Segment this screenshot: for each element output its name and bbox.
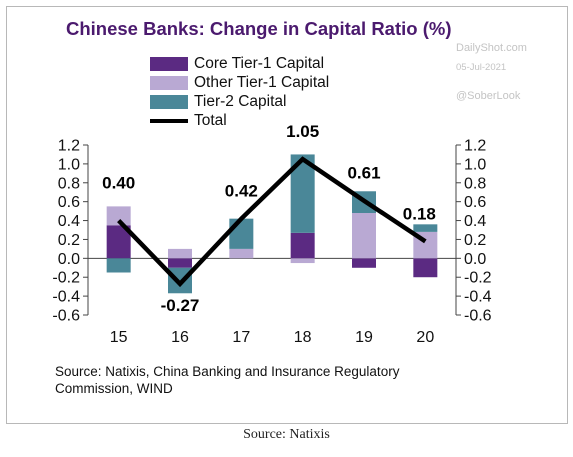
y-tick-label-right: 0.0 <box>464 251 486 268</box>
legend-item-total: Total <box>150 111 329 130</box>
bar-core-tier1 <box>106 225 131 259</box>
total-data-label: -0.27 <box>161 296 200 315</box>
legend-swatch-tier2 <box>150 94 188 109</box>
legend-label-tier2: Tier-2 Capital <box>194 92 287 110</box>
bar-other-tier1 <box>229 248 254 259</box>
y-tick-label-left: -0.6 <box>52 308 80 325</box>
bar-core-tier1 <box>168 258 192 268</box>
y-tick-label-right: 1.0 <box>464 156 486 173</box>
total-data-label: 0.61 <box>347 164 380 183</box>
total-data-label: 0.18 <box>403 204 436 223</box>
y-tick-label-right: 0.6 <box>464 194 486 211</box>
y-tick-label-right: -0.4 <box>464 289 492 306</box>
chart-legend: Core Tier-1 Capital Other Tier-1 Capital… <box>150 54 329 130</box>
y-tick-label-right: 0.8 <box>464 175 486 192</box>
x-tick-label: 16 <box>171 329 189 346</box>
legend-label-total: Total <box>194 111 227 129</box>
watermark-date: 05-Jul-2021 <box>456 62 507 73</box>
bar-other-tier1 <box>352 213 376 259</box>
legend-swatch-core-tier1 <box>150 56 188 71</box>
y-tick-label-left: 1.0 <box>58 156 80 173</box>
bar-core-tier1 <box>352 258 376 268</box>
bar-other-tier1 <box>168 248 192 259</box>
x-tick-label: 17 <box>232 329 250 346</box>
bar-other-tier1 <box>290 258 315 264</box>
y-tick-label-right: -0.6 <box>464 308 492 325</box>
legend-item-other-tier1: Other Tier-1 Capital <box>150 73 329 92</box>
y-tick-label-left: -0.4 <box>52 289 80 306</box>
legend-line-total <box>150 118 188 123</box>
y-tick-label-left: 1.2 <box>58 138 80 155</box>
x-tick-label: 20 <box>416 329 434 346</box>
chart-title: Chinese Banks: Change in Capital Ratio (… <box>66 18 452 39</box>
y-tick-label-left: 0.8 <box>58 175 80 192</box>
y-tick-label-right: -0.2 <box>464 270 492 287</box>
legend-item-tier2: Tier-2 Capital <box>150 92 329 111</box>
legend-item-core-tier1: Core Tier-1 Capital <box>150 54 329 73</box>
y-tick-label-left: 0.0 <box>58 251 80 268</box>
y-tick-label-right: 1.2 <box>464 138 486 155</box>
legend-swatch-other-tier1 <box>150 75 188 90</box>
bar-tier2 <box>229 218 254 249</box>
legend-label-core-tier1: Core Tier-1 Capital <box>194 54 325 72</box>
y-tick-label-left: -0.2 <box>52 270 80 287</box>
figure-caption: Source: Natixis <box>243 427 330 442</box>
x-tick-label: 18 <box>294 329 312 346</box>
y-tick-label-right: 0.4 <box>464 213 486 230</box>
bar-core-tier1 <box>413 258 438 278</box>
chart-frame <box>6 6 568 424</box>
x-tick-label: 15 <box>110 329 128 346</box>
total-data-label: 0.42 <box>225 182 258 201</box>
legend-label-other-tier1: Other Tier-1 Capital <box>194 73 330 91</box>
watermark-site: DailyShot.com <box>456 42 527 54</box>
y-tick-label-left: 0.2 <box>58 232 80 249</box>
bar-core-tier1 <box>290 232 315 259</box>
total-data-label: 0.40 <box>102 174 135 193</box>
bar-tier2 <box>168 267 192 294</box>
bar-tier2 <box>413 224 438 232</box>
x-tick-label: 19 <box>355 329 373 346</box>
watermark-handle: @SoberLook <box>456 90 521 102</box>
total-data-label: 1.05 <box>286 122 319 141</box>
y-tick-label-right: 0.2 <box>464 232 486 249</box>
y-tick-label-left: 0.4 <box>58 213 80 230</box>
source-note: Source: Natixis, China Banking and Insur… <box>55 364 400 396</box>
bar-tier2 <box>106 258 131 273</box>
y-tick-label-left: 0.6 <box>58 194 80 211</box>
total-line <box>117 156 427 288</box>
bar-other-tier1 <box>106 206 131 226</box>
